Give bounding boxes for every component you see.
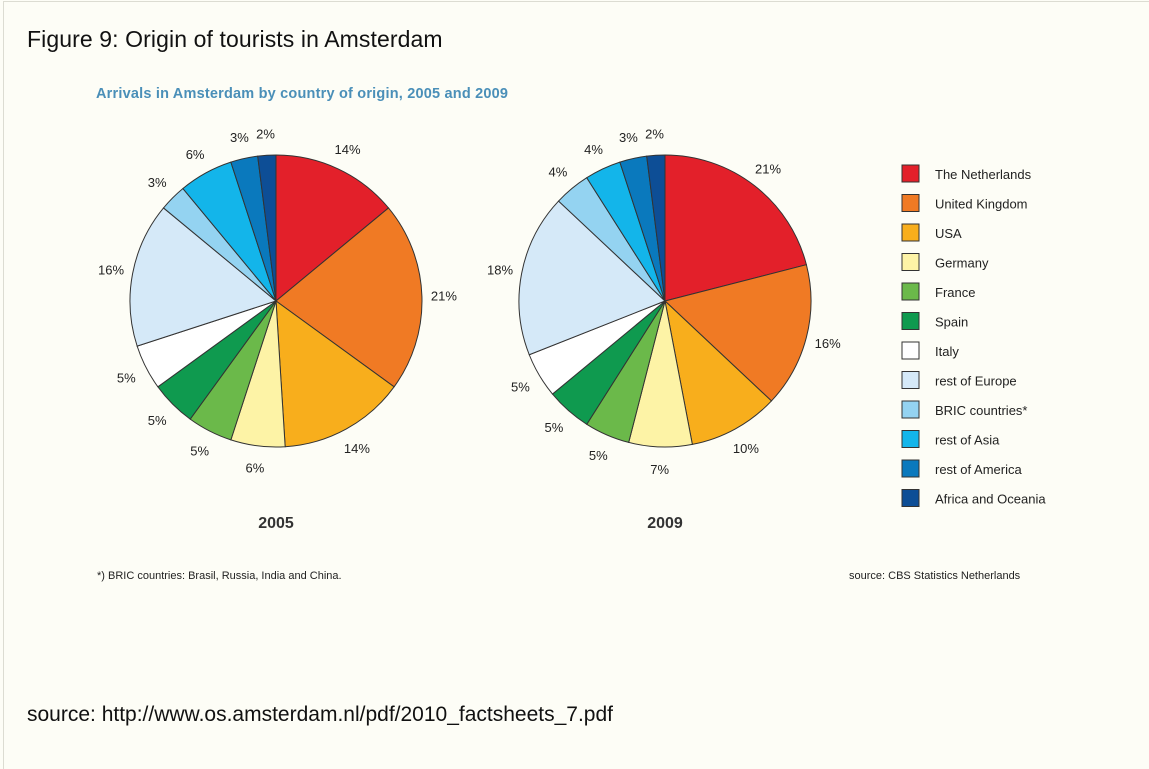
pct-label-2005-rest-of-america: 3%: [230, 130, 249, 145]
legend-label-italy: Italy: [935, 344, 959, 359]
legend-label-rest-of-asia: rest of Asia: [935, 433, 1000, 448]
year-label-2009: 2009: [647, 515, 683, 532]
legend-label-united-kingdom: United Kingdom: [935, 197, 1028, 212]
legend-swatch-spain: [901, 312, 920, 330]
pie-2005: [129, 154, 423, 448]
pct-label-2005-the-netherlands: 14%: [334, 142, 360, 157]
pct-label-2005-united-kingdom: 21%: [431, 289, 457, 304]
pct-label-2009-rest-of-america: 3%: [619, 130, 638, 145]
legend-swatch-italy: [901, 341, 920, 360]
pct-label-2005-spain: 5%: [148, 413, 167, 428]
pct-label-2009-bric-countries: 4%: [549, 165, 568, 180]
legend-swatch-africa-and-oceania: [901, 489, 920, 507]
pct-label-2009-united-kingdom: 16%: [815, 336, 841, 351]
legend-swatch-rest-of-america: [901, 459, 920, 478]
pct-label-2005-usa: 14%: [344, 441, 370, 456]
slice-2009-africa-and-oceania: [646, 154, 666, 302]
chart-source: source: CBS Statistics Netherlands: [849, 570, 1021, 582]
legend-label-rest-of-america: rest of America: [935, 462, 1022, 477]
pct-label-2009-the-netherlands: 21%: [755, 161, 781, 176]
legend-label-france: France: [935, 285, 975, 300]
pct-label-2005-rest-of-europe: 16%: [98, 263, 124, 278]
slice-2005-usa: [275, 299, 395, 448]
slice-2009-the-netherlands: [664, 154, 808, 302]
slice-2009-rest-of-europe: [518, 200, 666, 356]
slice-2005-united-kingdom: [275, 207, 423, 388]
figure-caption: Figure 9: Origin of tourists in Amsterda…: [27, 26, 443, 52]
legend-label-africa-and-oceania: Africa and Oceania: [935, 492, 1046, 507]
figure-frame: [3, 1, 1149, 769]
pct-label-2005-germany: 6%: [246, 461, 265, 476]
legend-label-germany: Germany: [935, 256, 989, 271]
pct-label-2005-france: 5%: [190, 444, 209, 459]
pct-label-2009-italy: 5%: [511, 380, 530, 395]
legend-swatch-france: [901, 282, 920, 301]
pct-label-2009-rest-of-europe: 18%: [487, 263, 513, 278]
legend-swatch-rest-of-asia: [901, 430, 920, 448]
legend-label-the-netherlands: The Netherlands: [935, 167, 1032, 182]
pct-label-2009-spain: 5%: [545, 420, 564, 435]
footnote: *) BRIC countries: Brasil, Russia, India…: [97, 570, 342, 582]
legend-swatch-usa: [901, 223, 920, 242]
chart-title: Arrivals in Amsterdam by country of orig…: [96, 86, 509, 102]
legend: The Netherlands United Kingdom USA Germany F…: [901, 164, 1046, 507]
legend-label-spain: Spain: [935, 315, 968, 330]
pct-label-2009-germany: 7%: [650, 462, 669, 477]
legend-swatch-bric-countries: [901, 400, 920, 419]
pct-label-2005-rest-of-asia: 6%: [186, 147, 205, 162]
year-label-2005: 2005: [258, 515, 294, 532]
pct-label-2009-africa-and-oceania: 2%: [645, 126, 664, 141]
legend-label-bric-countries: BRIC countries*: [935, 403, 1027, 418]
legend-label-rest-of-europe: rest of Europe: [935, 374, 1017, 389]
slice-2009-usa: [664, 299, 773, 445]
legend-swatch-united-kingdom: [901, 194, 920, 212]
pct-label-2005-italy: 5%: [117, 370, 136, 385]
pie-2009: [518, 154, 812, 448]
legend-swatch-the-netherlands: [901, 164, 920, 183]
legend-label-usa: USA: [935, 226, 962, 241]
slice-2005-the-netherlands: [275, 154, 390, 303]
legend-swatch-germany: [901, 253, 920, 271]
pct-label-2009-rest-of-asia: 4%: [584, 142, 603, 157]
pct-label-2005-africa-and-oceania: 2%: [256, 126, 275, 141]
legend-swatch-rest-of-europe: [901, 371, 920, 389]
pct-label-2005-bric-countries: 3%: [148, 175, 167, 190]
slice-2009-united-kingdom: [663, 264, 812, 402]
pct-label-2009-france: 5%: [589, 448, 608, 463]
slice-2005-africa-and-oceania: [257, 154, 277, 302]
pct-label-2009-usa: 10%: [733, 441, 759, 456]
page-source: source: http://www.os.amsterdam.nl/pdf/2…: [27, 703, 613, 726]
slice-2005-rest-of-europe: [129, 207, 278, 347]
